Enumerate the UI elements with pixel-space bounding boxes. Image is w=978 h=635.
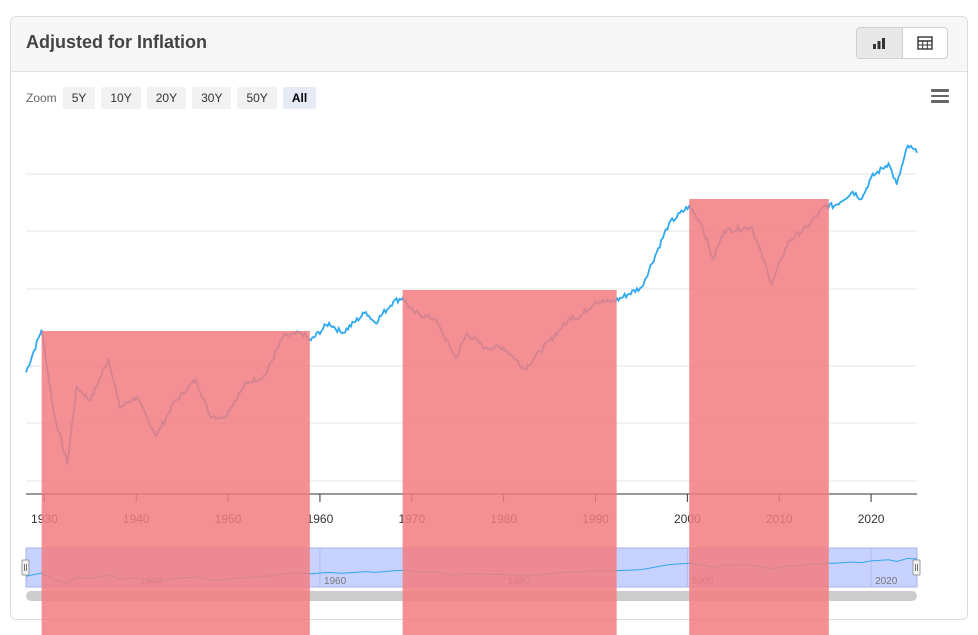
- zoom-10y-button[interactable]: 10Y: [101, 87, 141, 109]
- view-toggle: [856, 27, 948, 59]
- chart-view-button[interactable]: [857, 28, 903, 58]
- navigator-handle-left[interactable]: [21, 559, 30, 576]
- shaded-period-3: [689, 199, 829, 635]
- shaded-period-1: [41, 331, 310, 635]
- zoom-50y-button[interactable]: 50Y: [237, 87, 277, 109]
- zoom-30y-button[interactable]: 30Y: [192, 87, 232, 109]
- zoom-all-button[interactable]: All: [282, 87, 317, 109]
- hamburger-menu-icon[interactable]: [931, 89, 949, 103]
- card-header: Adjusted for Inflation: [11, 17, 967, 72]
- shaded-period-2: [402, 290, 617, 635]
- bar-chart-icon: [873, 38, 886, 49]
- chart-title: Adjusted for Inflation: [26, 32, 207, 52]
- table-icon: [917, 36, 933, 50]
- shaded-periods: [41, 199, 829, 635]
- x-tick-label-1960: 1960: [307, 512, 334, 526]
- table-view-button[interactable]: [903, 28, 948, 58]
- zoom-label: Zoom: [26, 91, 57, 105]
- x-tick-label-2020: 2020: [858, 512, 885, 526]
- zoom-5y-button[interactable]: 5Y: [62, 87, 96, 109]
- navigator-label-2020: 2020: [875, 576, 898, 587]
- navigator-handle-right[interactable]: [912, 559, 921, 576]
- navigator-label-1960: 1960: [324, 576, 347, 587]
- zoom-20y-button[interactable]: 20Y: [146, 87, 187, 109]
- zoom-row: Zoom 5Y 10Y 20Y 30Y 50Y All: [26, 87, 322, 109]
